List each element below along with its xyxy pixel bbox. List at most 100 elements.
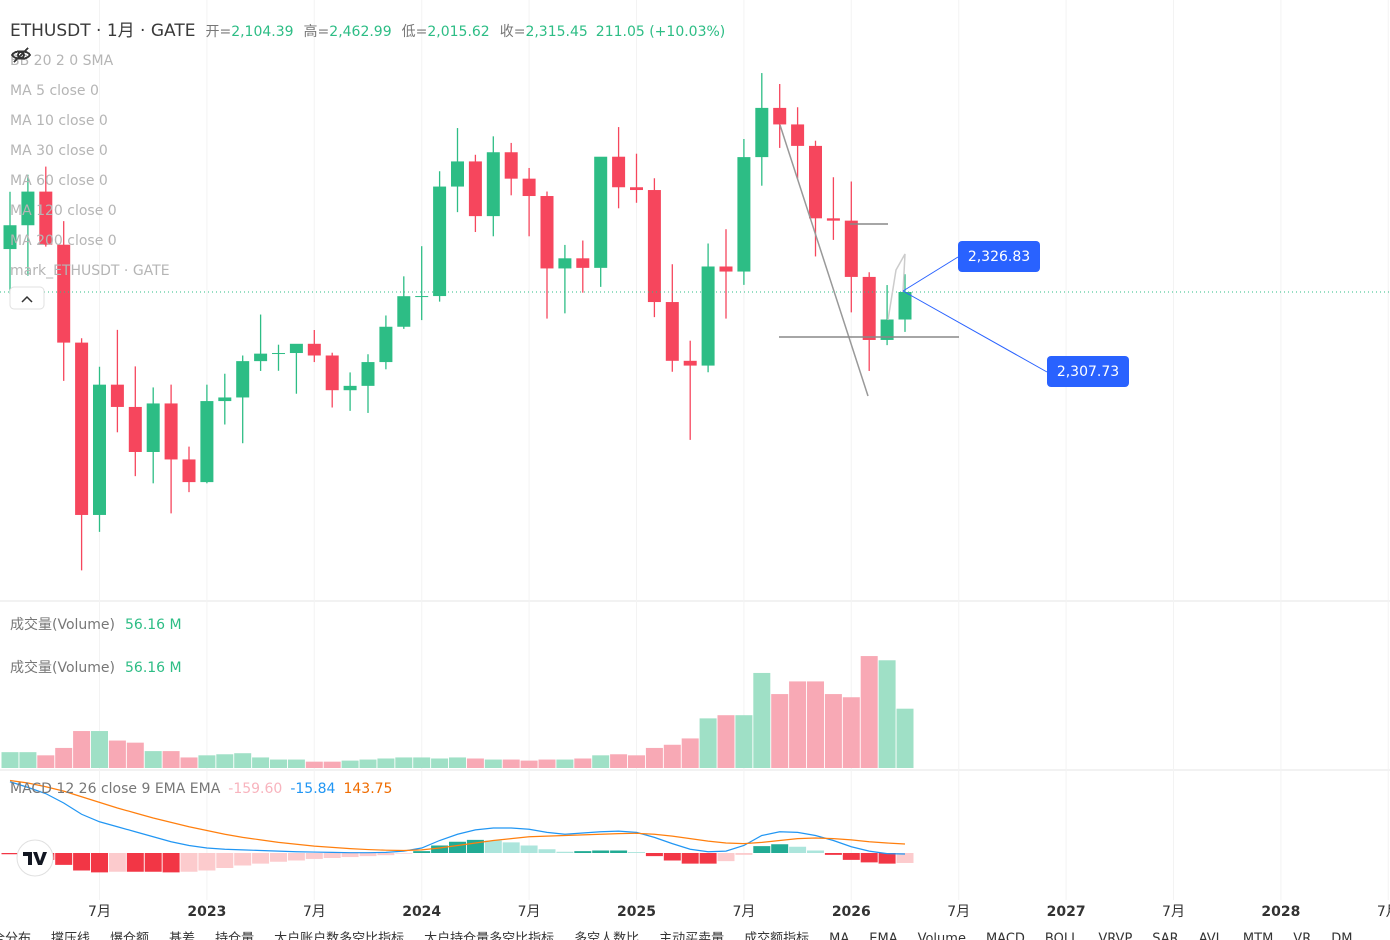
volume-bar: [466, 758, 484, 768]
legend-row[interactable]: MA 30 close 0: [10, 47, 170, 166]
legend-row[interactable]: MA 200 close 0: [10, 47, 170, 256]
toolbar-tab[interactable]: VRVP: [1098, 932, 1132, 940]
ohlc-key: 收=: [499, 24, 526, 40]
volume-bar: [37, 755, 55, 768]
volume-bar: [896, 708, 914, 768]
legend-row[interactable]: MA 120 close 0: [10, 47, 170, 226]
volume-bar: [19, 752, 37, 768]
legend-name: 成交量(Volume): [10, 660, 115, 676]
candle-body: [361, 362, 375, 386]
toolbar-tab[interactable]: Volume: [918, 932, 966, 940]
x-tick-label: 7月: [88, 904, 111, 920]
legend-row[interactable]: mark_ETHUSDT · GATE: [10, 47, 170, 286]
toolbar-tab[interactable]: 大户持仓量多空比指标: [424, 931, 554, 940]
toolbar-tab[interactable]: 撑压线: [51, 932, 90, 940]
x-tick-label: 7月: [732, 904, 755, 920]
candle-body: [451, 161, 464, 187]
toolbar-tab[interactable]: MA: [829, 932, 849, 940]
volume-bar: [574, 758, 592, 768]
macd-histogram: [592, 850, 610, 853]
candle-body: [307, 343, 321, 356]
candle-body: [612, 156, 626, 188]
volume-legend: 成交量(Volume) 56.16 M: [10, 657, 182, 677]
candle-body: [862, 276, 876, 340]
callout[interactable]: [958, 241, 1040, 272]
volume-bar: [180, 757, 198, 768]
candle-body: [773, 107, 787, 125]
macd-histogram: [842, 853, 860, 860]
toolbar-tab[interactable]: SAR: [1152, 932, 1178, 940]
macd-histogram: [73, 853, 91, 871]
macd-histogram: [878, 853, 896, 864]
callout[interactable]: [1047, 356, 1129, 387]
toolbar-tab[interactable]: MTM: [1243, 932, 1273, 940]
candle-body: [755, 107, 769, 158]
volume-bar: [287, 759, 305, 768]
macd-histogram: [287, 853, 305, 861]
macd-histogram: [395, 853, 413, 854]
ohlc-key: 低=: [401, 24, 428, 40]
macd-histogram: [824, 853, 842, 855]
toolbar-tab[interactable]: MACD: [986, 932, 1025, 940]
volume-bar: [592, 755, 610, 768]
toolbar-tab[interactable]: 成交额指标: [744, 931, 809, 940]
header: ETHUSDT · 1月 · GATE 开= 2,104.39 高= 2,462.9…: [10, 16, 725, 41]
tv-logo[interactable]: [16, 839, 54, 877]
toolbar-tab[interactable]: EMA: [869, 932, 897, 940]
toolbar-tab[interactable]: 主动买卖量: [659, 932, 724, 940]
volume-bar: [431, 758, 449, 768]
macd-histogram: [645, 853, 663, 857]
macd-histogram: [896, 853, 914, 863]
volume-bar: [1, 752, 19, 768]
candle-body: [647, 190, 661, 303]
volume-bar: [699, 718, 717, 768]
legend-row[interactable]: MA 10 close 0: [10, 47, 170, 136]
macd-histogram: [216, 853, 234, 868]
toolbar-tab[interactable]: DM: [1331, 932, 1352, 940]
candle-body: [343, 385, 357, 391]
trend-line: [779, 124, 869, 397]
candle-body: [791, 124, 805, 146]
macd-line: [9, 781, 906, 855]
legend-row[interactable]: BB 20 2 0 SMA: [10, 46, 170, 76]
toolbar-tab[interactable]: 全分布: [0, 931, 31, 940]
legend-row[interactable]: MA 5 close 0: [10, 47, 170, 106]
volume-bar: [216, 754, 234, 768]
volume-bar: [753, 672, 771, 768]
macd-histogram: [1, 853, 19, 855]
volume-bar: [538, 759, 556, 768]
candle-body: [809, 145, 822, 219]
candle-body: [110, 384, 124, 407]
toolbar-tab[interactable]: 多空人数比: [574, 931, 639, 940]
toolbar-tab[interactable]: 大户账户数多空比指标: [274, 931, 404, 940]
toolbar-tab[interactable]: 爆仓额: [110, 932, 149, 940]
x-tick-label: 7月: [303, 904, 326, 920]
volume-bar: [842, 697, 860, 768]
symbol[interactable]: ETHUSDT · 1月 · GATE: [10, 21, 196, 41]
ohlc-value: 2,315.45: [525, 24, 588, 40]
x-tick-label: 7月: [1162, 904, 1185, 920]
legend-label: MA 30 close 0: [10, 143, 108, 159]
volume-bar: [681, 738, 699, 768]
legend-row[interactable]: MA 60 close 0: [10, 47, 170, 196]
volume-bar: [270, 759, 287, 768]
toolbar-tab[interactable]: 基差: [169, 932, 195, 940]
candle-body: [164, 403, 178, 460]
toolbar-tab[interactable]: AVL: [1199, 932, 1224, 940]
eye-off-icon[interactable]: [10, 46, 32, 64]
volume-bar: [305, 761, 323, 768]
legend-label: MA 200 close 0: [10, 233, 117, 249]
collapse-button[interactable]: [9, 286, 45, 310]
candle-body: [379, 326, 393, 363]
drawings: 2,326.83 2,307.73: [779, 124, 1129, 397]
macd-histogram: [556, 851, 574, 853]
volume-bar: [556, 759, 574, 768]
toolbar-tab[interactable]: 持仓量: [215, 932, 254, 940]
toolbar-tab[interactable]: VR: [1293, 932, 1311, 940]
legend-value: -159.60: [228, 781, 283, 797]
candle-body: [3, 225, 17, 250]
macd-histogram: [860, 853, 878, 863]
legend-name: 成交量(Volume): [10, 617, 115, 633]
toolbar-tab[interactable]: BOLL: [1045, 932, 1079, 940]
